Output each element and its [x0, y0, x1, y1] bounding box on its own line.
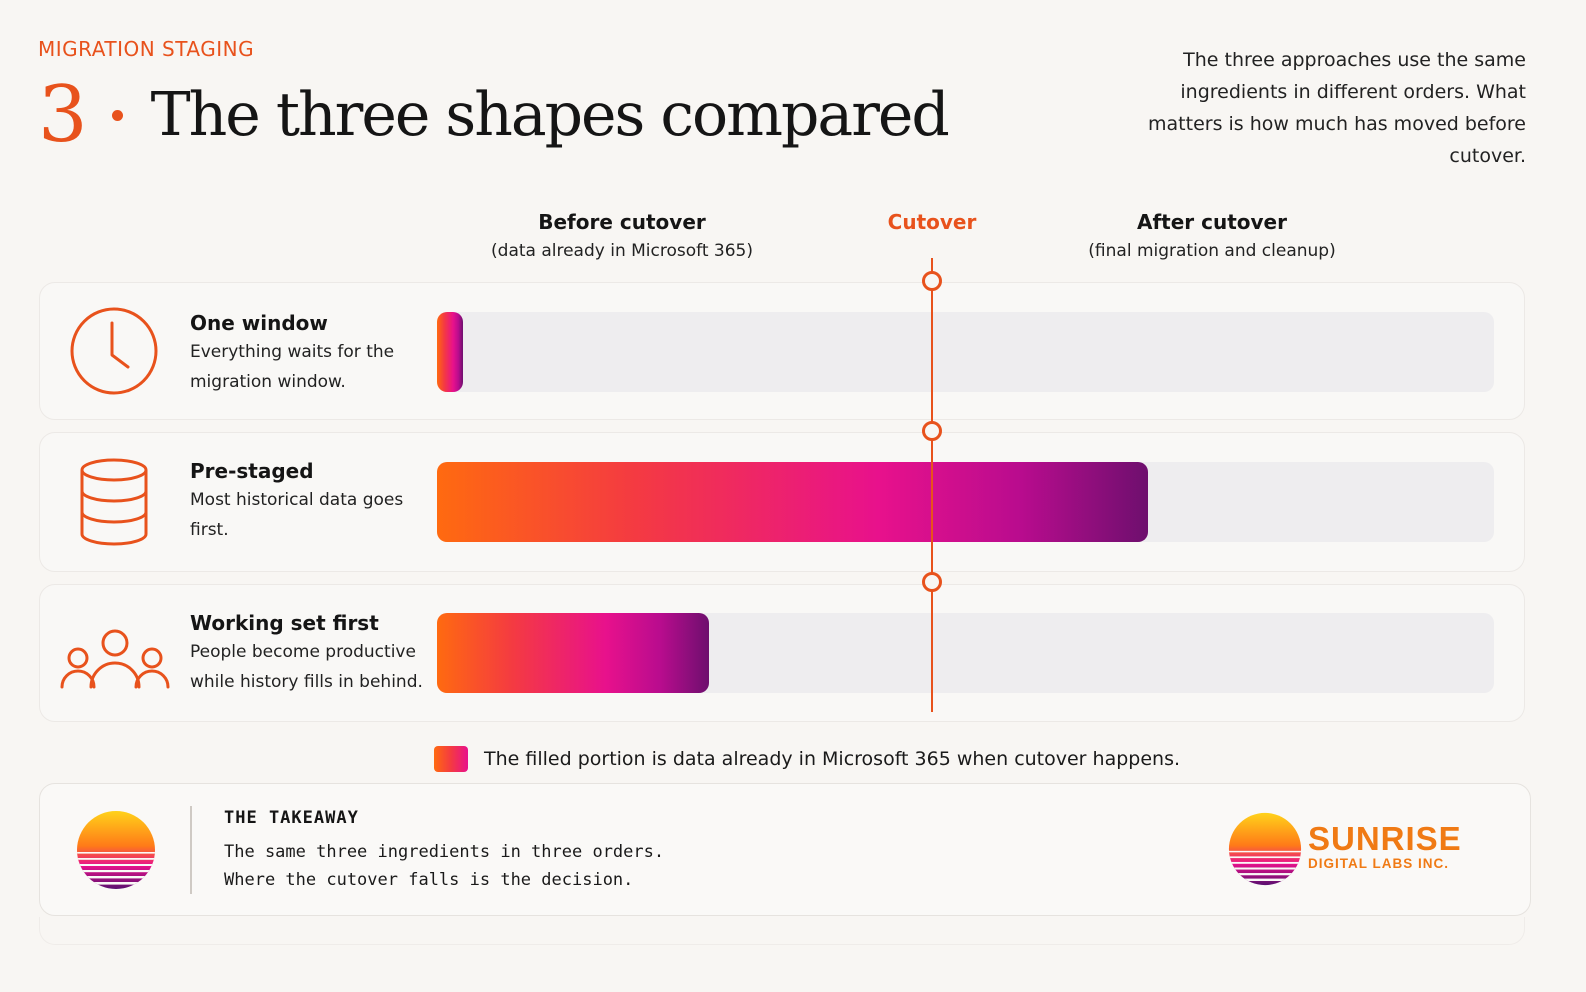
column-before: Before cutover (data already in Microsof… [491, 208, 753, 266]
column-after-heading: After cutover [1136, 210, 1287, 234]
page-title: 3 The three shapes compared [38, 70, 950, 160]
sun-icon [77, 811, 155, 889]
takeaway-line: Where the cutover falls is the decision. [224, 870, 634, 890]
title-text: The three shapes compared [150, 80, 950, 150]
cutover-marker-icon [922, 421, 942, 441]
clock-icon [70, 307, 158, 395]
row-label: Working set first People become producti… [190, 609, 440, 697]
column-cutover: Cutover [888, 208, 977, 236]
row-label: Pre-staged Most historical data goes fir… [190, 457, 430, 545]
brand-wordmark: SUNRISE DIGITAL LABS INC. [1308, 822, 1462, 873]
legend-swatch-icon [434, 746, 468, 772]
brand-name: SUNRISE [1308, 820, 1462, 857]
column-before-sub: (data already in Microsoft 365) [491, 241, 753, 261]
cutover-line [931, 258, 933, 712]
row-name: One window [190, 311, 328, 335]
bar-fill-working-set-first [437, 613, 709, 693]
bar-fill-pre-staged [437, 462, 1148, 542]
database-icon [80, 458, 148, 546]
bar-fill-one-window [437, 312, 463, 392]
column-after-sub: (final migration and cleanup) [1088, 241, 1336, 261]
legend: The filled portion is data already in Mi… [434, 746, 1180, 772]
intro-text: The three approaches use the same ingred… [1148, 49, 1526, 167]
takeaway-heading: THE TAKEAWAY [224, 808, 359, 828]
takeaway-card: THE TAKEAWAY The same three ingredients … [39, 783, 1531, 916]
people-group-icon [60, 629, 170, 689]
takeaway-line: The same three ingredients in three orde… [224, 842, 665, 862]
cutover-marker-icon [922, 572, 942, 592]
section-number: 3 [38, 70, 88, 160]
legend-text: The filled portion is data already in Mi… [484, 748, 1181, 770]
brand-subtitle: DIGITAL LABS INC. [1308, 856, 1449, 871]
card-edge [39, 917, 1525, 945]
column-cutover-heading: Cutover [887, 210, 977, 234]
column-after: After cutover (final migration and clean… [1088, 208, 1335, 266]
row-desc: People become productive while history f… [190, 642, 423, 692]
title-bullet-icon [111, 109, 123, 121]
brand-logo-icon [1228, 812, 1302, 886]
row-name: Pre-staged [190, 459, 314, 483]
row-label: One window Everything waits for the migr… [190, 309, 430, 397]
takeaway-divider [190, 806, 192, 894]
bar-track [437, 312, 1494, 392]
column-before-heading: Before cutover [538, 210, 706, 234]
row-desc: Most historical data goes first. [190, 490, 404, 540]
cutover-marker-icon [922, 271, 942, 291]
eyebrow-label: MIGRATION STAGING [38, 37, 255, 61]
row-desc: Everything waits for the migration windo… [190, 342, 395, 392]
row-name: Working set first [190, 611, 379, 635]
